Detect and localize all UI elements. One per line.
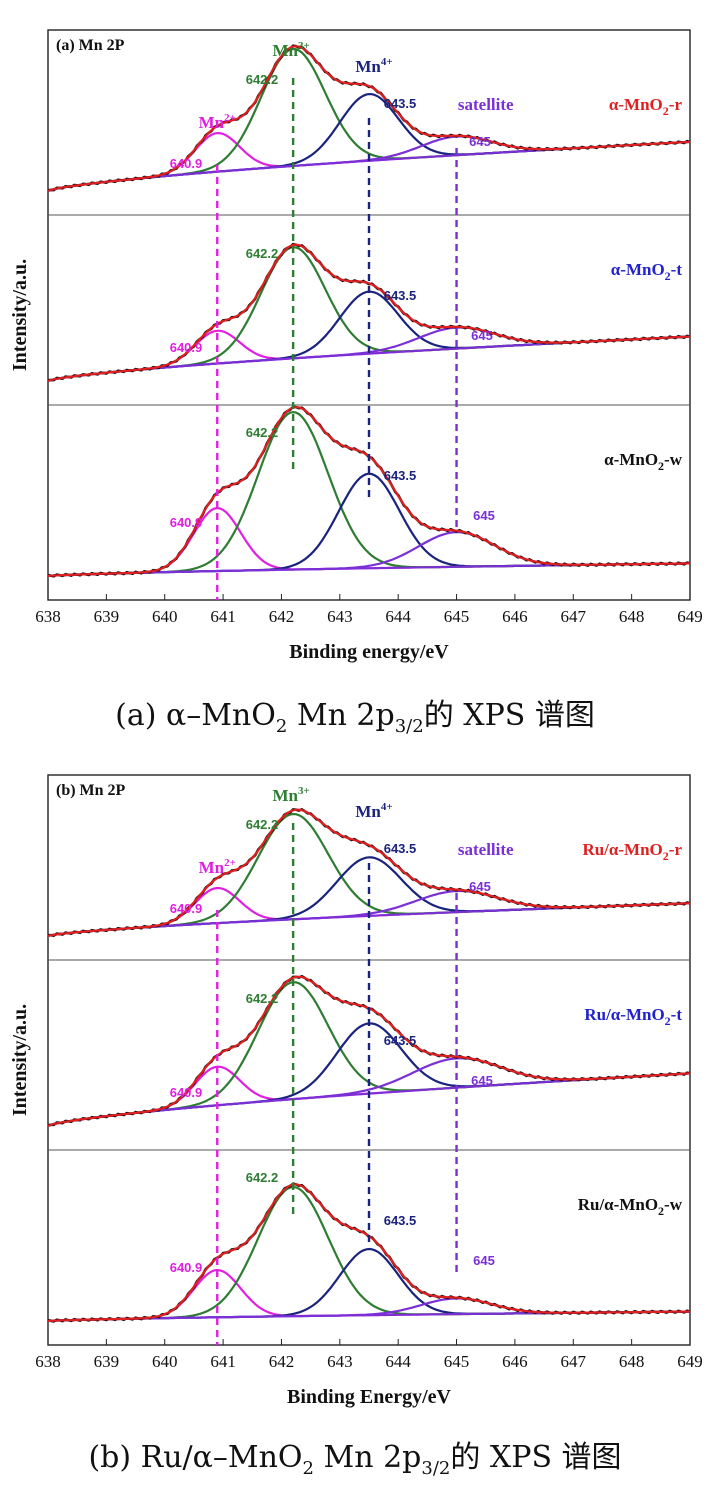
panel-title: (a) Mn 2P (56, 37, 125, 54)
x-axis-label: Binding Energy/eV (287, 1386, 451, 1408)
peak-value-label: 640.9 (170, 515, 203, 530)
peak-value-label: 640.9 (170, 901, 203, 916)
x-tick-label: 640 (152, 607, 178, 626)
x-tick-label: 639 (94, 607, 120, 626)
x-tick-label: 647 (561, 607, 587, 626)
species-label-mn4: Mn4+ (355, 56, 392, 76)
envelope-fit (47, 45, 691, 193)
background-line (47, 902, 691, 937)
peak-value-label: 643.5 (384, 1213, 417, 1228)
x-tick-label: 648 (619, 607, 645, 626)
x-tick-label: 638 (35, 607, 61, 626)
peak-value-label: 643.5 (384, 841, 417, 856)
envelope-fit (47, 808, 691, 938)
peak-value-label: 640.9 (170, 156, 203, 171)
x-tick-label: 643 (327, 1352, 353, 1371)
peak-value-label: 643.5 (384, 468, 417, 483)
peak-value-label: 642.2 (246, 425, 279, 440)
peak-mn4 (47, 1247, 691, 1323)
species-label-mn3: Mn3+ (272, 40, 309, 60)
peak-mn4 (47, 472, 690, 578)
peak-value-label: 643.5 (384, 288, 417, 303)
x-tick-label: 646 (502, 607, 528, 626)
sample-label: α-MnO2-t (611, 260, 683, 283)
peak-value-label: 645 (471, 1073, 493, 1088)
envelope-fit (47, 243, 691, 383)
caption-b: (b) Ru/α–MnO2 Mn 2p3/2的 XPS 谱图 (0, 1432, 710, 1479)
x-tick-label: 642 (269, 607, 295, 626)
species-label-satellite: satellite (458, 840, 514, 859)
species-label-mn4: Mn4+ (355, 801, 392, 821)
xps-chart-a: 638 639 640 641 642 643 644 645 646 647 648 649 Bind… (9, 29, 703, 663)
caption-a: (a) α–MnO2 Mn 2p3/2的 XPS 谱图 (0, 690, 710, 737)
peak-value-label: 645 (469, 134, 491, 149)
x-tick-label: 646 (502, 1352, 528, 1371)
caption-a-suffix: 的 XPS 谱图 (423, 698, 595, 733)
caption-a-middle: Mn 2p (287, 698, 395, 733)
peak-value-label: 640.9 (170, 1260, 203, 1275)
peak-value-label: 642.2 (246, 1170, 279, 1185)
x-tick-label: 638 (35, 1352, 61, 1371)
species-label-mn2: Mn2+ (199, 857, 236, 877)
caption-b-sub2: 3/2 (421, 1458, 451, 1479)
peak-value-label: 645 (473, 1253, 495, 1268)
x-tick-label: 648 (619, 1352, 645, 1371)
plot-frame (47, 29, 691, 601)
x-tick-label: 645 (444, 1352, 470, 1371)
x-tick-label: 644 (385, 1352, 411, 1371)
peak-value-label: 643.5 (384, 96, 417, 111)
subplot-3: Ru/α-MnO2-w (47, 1182, 691, 1323)
x-tick-label: 641 (210, 607, 236, 626)
peak-value-label: 645 (473, 508, 495, 523)
x-tick-label: 642 (269, 1352, 295, 1371)
caption-b-sub1: 2 (302, 1458, 314, 1479)
sample-label: α-MnO2-w (604, 450, 683, 473)
peak-value-label: 642.2 (246, 72, 279, 87)
x-tick-label: 649 (677, 1352, 703, 1371)
peak-value-label: 640.9 (170, 340, 203, 355)
species-label-satellite: satellite (458, 95, 514, 114)
peak-value-label: 643.5 (384, 1033, 417, 1048)
caption-a-prefix: (a) α–MnO (115, 698, 276, 733)
sample-label: α-MnO2-r (609, 95, 683, 118)
x-tick-label: 645 (444, 607, 470, 626)
x-tick-label: 643 (327, 607, 353, 626)
panel-title: (b) Mn 2P (56, 782, 126, 799)
xps-chart-b: 638 639 640 641 642 643 644 645 646 647 648 649 Bind… (9, 774, 703, 1408)
caption-b-prefix: (b) Ru/α–MnO (88, 1440, 303, 1475)
species-label-mn3: Mn3+ (272, 785, 309, 805)
plot-frame (47, 774, 691, 1346)
sample-label: Ru/α-MnO2-t (584, 1005, 682, 1028)
x-tick-label: 641 (210, 1352, 236, 1371)
species-label-mn2: Mn2+ (199, 112, 236, 132)
peak-value-label: 642.2 (246, 246, 279, 261)
x-tick-label: 647 (561, 1352, 587, 1371)
y-axis-label: Intensity/a.u. (9, 259, 31, 371)
peak-value-label: 645 (469, 879, 491, 894)
sample-label: Ru/α-MnO2-w (578, 1195, 683, 1218)
y-axis-label: Intensity/a.u. (9, 1004, 31, 1116)
caption-a-sub1: 2 (275, 716, 288, 737)
caption-b-middle: Mn 2p (313, 1440, 422, 1475)
x-tick-label: 640 (152, 1352, 178, 1371)
x-axis-label: Binding energy/eV (289, 641, 449, 663)
peak-value-label: 640.9 (170, 1085, 203, 1100)
subplot-1: α-MnO2-r (47, 44, 691, 193)
sample-label: Ru/α-MnO2-r (582, 840, 682, 863)
peak-value-label: 642.2 (246, 991, 279, 1006)
caption-b-suffix: 的 XPS 谱图 (450, 1440, 622, 1475)
caption-a-sub2: 3/2 (394, 716, 424, 737)
peak-value-label: 645 (471, 328, 493, 343)
peak-value-label: 642.2 (246, 817, 279, 832)
x-tick-label: 644 (385, 607, 411, 626)
x-tick-label: 639 (94, 1352, 120, 1371)
x-tick-label: 649 (677, 607, 703, 626)
